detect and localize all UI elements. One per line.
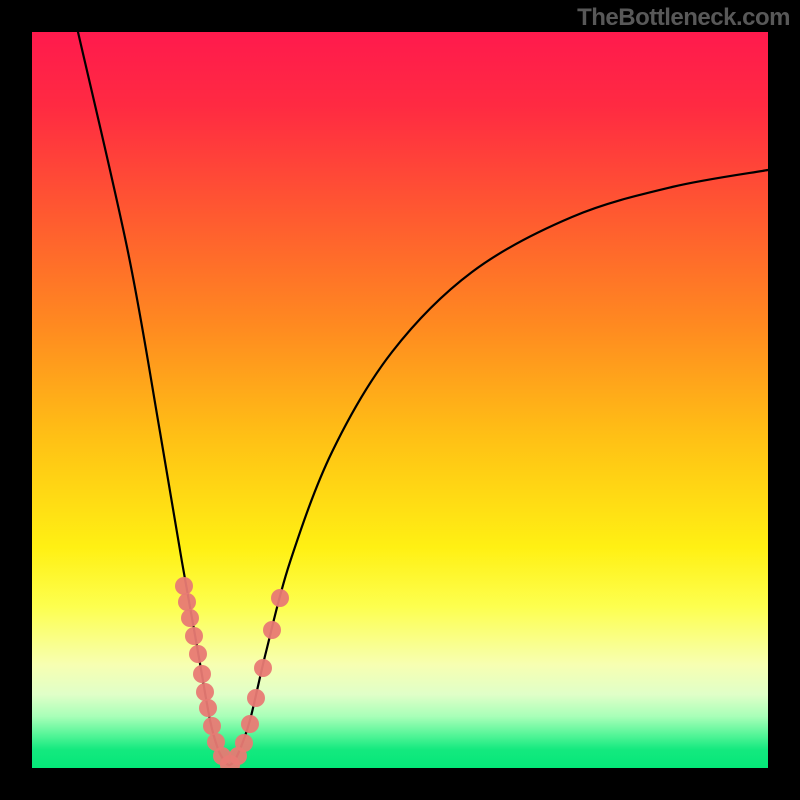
data-marker xyxy=(241,715,259,733)
data-marker xyxy=(247,689,265,707)
data-marker xyxy=(189,645,207,663)
data-marker xyxy=(193,665,211,683)
data-marker xyxy=(271,589,289,607)
data-marker xyxy=(263,621,281,639)
gradient-background xyxy=(32,32,768,768)
data-marker xyxy=(178,593,196,611)
plot-area xyxy=(32,32,768,768)
data-marker xyxy=(175,577,193,595)
data-marker xyxy=(181,609,199,627)
data-marker xyxy=(254,659,272,677)
chart-container: TheBottleneck.com xyxy=(0,0,800,800)
data-marker xyxy=(203,717,221,735)
data-marker xyxy=(199,699,217,717)
data-marker xyxy=(196,683,214,701)
bottleneck-curve-chart xyxy=(32,32,768,768)
watermark-text: TheBottleneck.com xyxy=(577,4,790,32)
data-marker xyxy=(235,734,253,752)
data-marker xyxy=(185,627,203,645)
